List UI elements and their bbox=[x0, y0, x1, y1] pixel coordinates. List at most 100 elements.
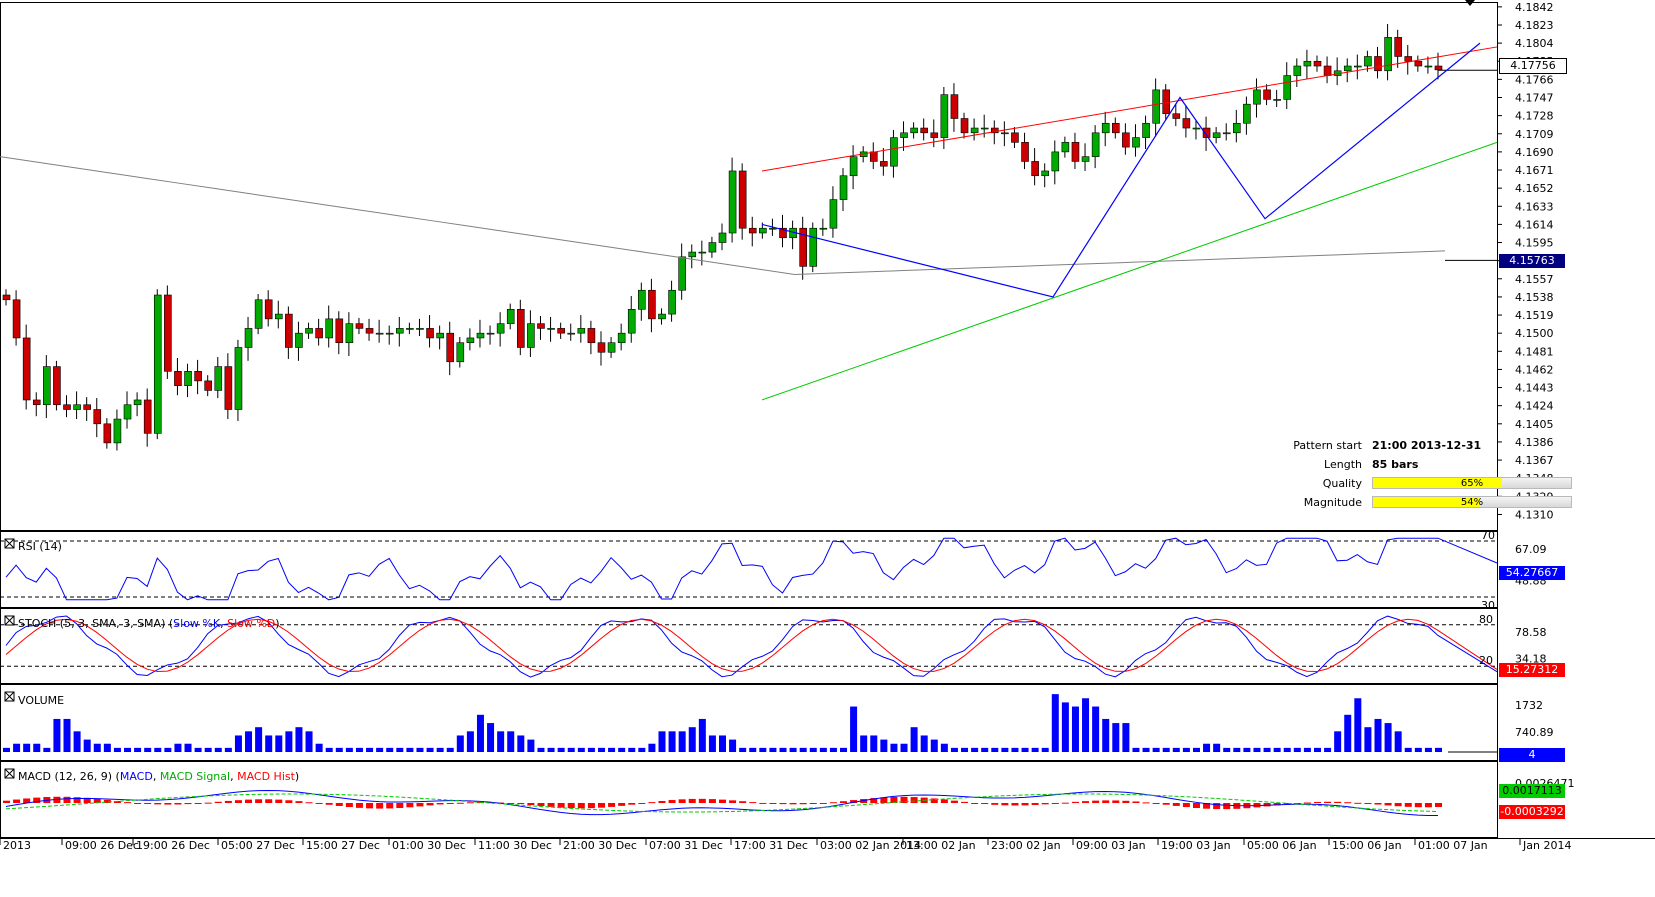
macd-hist-bar bbox=[1354, 802, 1362, 804]
candle-body bbox=[1041, 170, 1050, 177]
macd-hist-bar bbox=[557, 803, 565, 808]
candle-body bbox=[1132, 137, 1140, 148]
candle-body bbox=[365, 328, 374, 334]
candle-body bbox=[688, 251, 697, 258]
candle-body bbox=[496, 323, 505, 334]
candle-body bbox=[1293, 65, 1302, 76]
candle-body bbox=[819, 227, 828, 230]
volume-bar bbox=[618, 747, 626, 752]
candle-body bbox=[43, 366, 51, 406]
volume-bar bbox=[184, 743, 192, 752]
volume-bar bbox=[1082, 698, 1090, 752]
candle-body bbox=[1152, 89, 1160, 124]
macd-hist-bar bbox=[658, 800, 666, 803]
macd-hist-bar bbox=[174, 803, 182, 805]
volume-bar bbox=[406, 747, 414, 752]
price-tick-label: 4.1310 bbox=[1515, 508, 1554, 521]
macd-hist-bar bbox=[547, 803, 555, 807]
macd-hist-bar bbox=[1414, 803, 1422, 808]
volume-bar bbox=[910, 727, 918, 752]
candle-body bbox=[335, 318, 344, 344]
volume-bar bbox=[981, 747, 989, 752]
volume-bar bbox=[628, 747, 636, 752]
macd-hist-bar bbox=[880, 797, 888, 803]
stoch-k-line bbox=[5, 615, 1498, 678]
candle-body bbox=[1374, 56, 1382, 72]
macd-hist-bar bbox=[1031, 803, 1039, 805]
panel-frame bbox=[0, 608, 1498, 684]
candle-body bbox=[1101, 122, 1110, 134]
volume-bar bbox=[224, 747, 232, 752]
candle-body bbox=[910, 127, 918, 134]
volume-bar bbox=[1223, 747, 1231, 752]
macd-hist-bar bbox=[255, 799, 263, 803]
candle-body bbox=[869, 151, 878, 162]
volume-bar bbox=[426, 747, 434, 752]
macd-hist-bar bbox=[991, 803, 999, 805]
ma-price-tag: 4.15763 bbox=[1499, 254, 1565, 268]
volume-bar bbox=[113, 747, 121, 752]
volume-bar bbox=[1213, 743, 1221, 752]
candle-body bbox=[244, 328, 253, 348]
close-box-icon-cross bbox=[4, 691, 15, 702]
price-tick-label: 4.1842 bbox=[1515, 1, 1554, 14]
candle-body bbox=[63, 404, 71, 410]
macd-panel bbox=[3, 789, 1442, 817]
macd-hist-bar bbox=[739, 801, 747, 803]
volume-bar bbox=[1001, 747, 1009, 752]
macd-hist-bar bbox=[164, 803, 172, 805]
macd-hist-bar bbox=[1071, 801, 1079, 803]
volume-bar bbox=[1162, 747, 1170, 752]
macd-hist-bar bbox=[23, 798, 31, 803]
pattern-start-label: Pattern start bbox=[1293, 439, 1362, 452]
candle-body bbox=[759, 227, 767, 234]
volume-bar bbox=[557, 747, 565, 752]
volume-bar bbox=[476, 714, 484, 752]
length-value: 85 bars bbox=[1372, 458, 1419, 471]
volume-bar bbox=[648, 743, 656, 752]
candle-body bbox=[1162, 89, 1171, 115]
candle-body bbox=[950, 94, 959, 119]
price-tick-label: 4.1538 bbox=[1515, 291, 1554, 304]
time-tick-label: Jan 2014 bbox=[1522, 839, 1571, 852]
macd-hist-bar bbox=[567, 803, 575, 809]
volume-bar bbox=[1374, 718, 1382, 752]
candle-body bbox=[1263, 89, 1271, 100]
candle-body bbox=[597, 342, 606, 353]
volume-bar bbox=[1152, 747, 1160, 752]
candle-body bbox=[769, 227, 777, 230]
macd-hist-bar bbox=[93, 798, 101, 803]
macd-hist-bar bbox=[688, 798, 696, 803]
macd-hist-bar bbox=[870, 798, 878, 803]
volume-bar bbox=[386, 747, 394, 752]
stoch-k-label: Slow %K bbox=[173, 617, 221, 630]
candle-body bbox=[53, 366, 61, 406]
macd-label-suffix: ) bbox=[294, 770, 300, 783]
candle-body bbox=[577, 328, 586, 334]
macd-hist-bar bbox=[910, 797, 918, 803]
candle-body bbox=[1424, 65, 1433, 68]
macd-hist-bar bbox=[628, 803, 636, 805]
candle-body bbox=[456, 342, 465, 363]
rsi-line bbox=[5, 537, 1498, 601]
volume-bar bbox=[1283, 747, 1291, 752]
candle-body bbox=[1182, 118, 1191, 129]
volume-bar bbox=[698, 718, 706, 752]
macd-label-sep1: , bbox=[152, 770, 160, 783]
time-tick-label: 17:00 31 Dec bbox=[734, 839, 808, 852]
time-tick-label: 05:00 27 Dec bbox=[221, 839, 295, 852]
close-box-icon-cross bbox=[4, 768, 15, 779]
macd-hist-bar bbox=[1122, 800, 1130, 803]
candle-body bbox=[900, 132, 908, 138]
candle-body bbox=[1323, 65, 1332, 76]
quality-value: 65% bbox=[1460, 478, 1484, 489]
price-tick-label: 4.1614 bbox=[1515, 218, 1554, 231]
volume-bar bbox=[194, 747, 202, 752]
volume-bar bbox=[1031, 747, 1039, 752]
stoch-tick-label: 78.58 bbox=[1515, 626, 1547, 639]
volume-bar bbox=[83, 739, 91, 752]
volume-bar bbox=[1021, 747, 1029, 752]
candle-body bbox=[426, 328, 434, 339]
candle-body bbox=[224, 366, 233, 410]
